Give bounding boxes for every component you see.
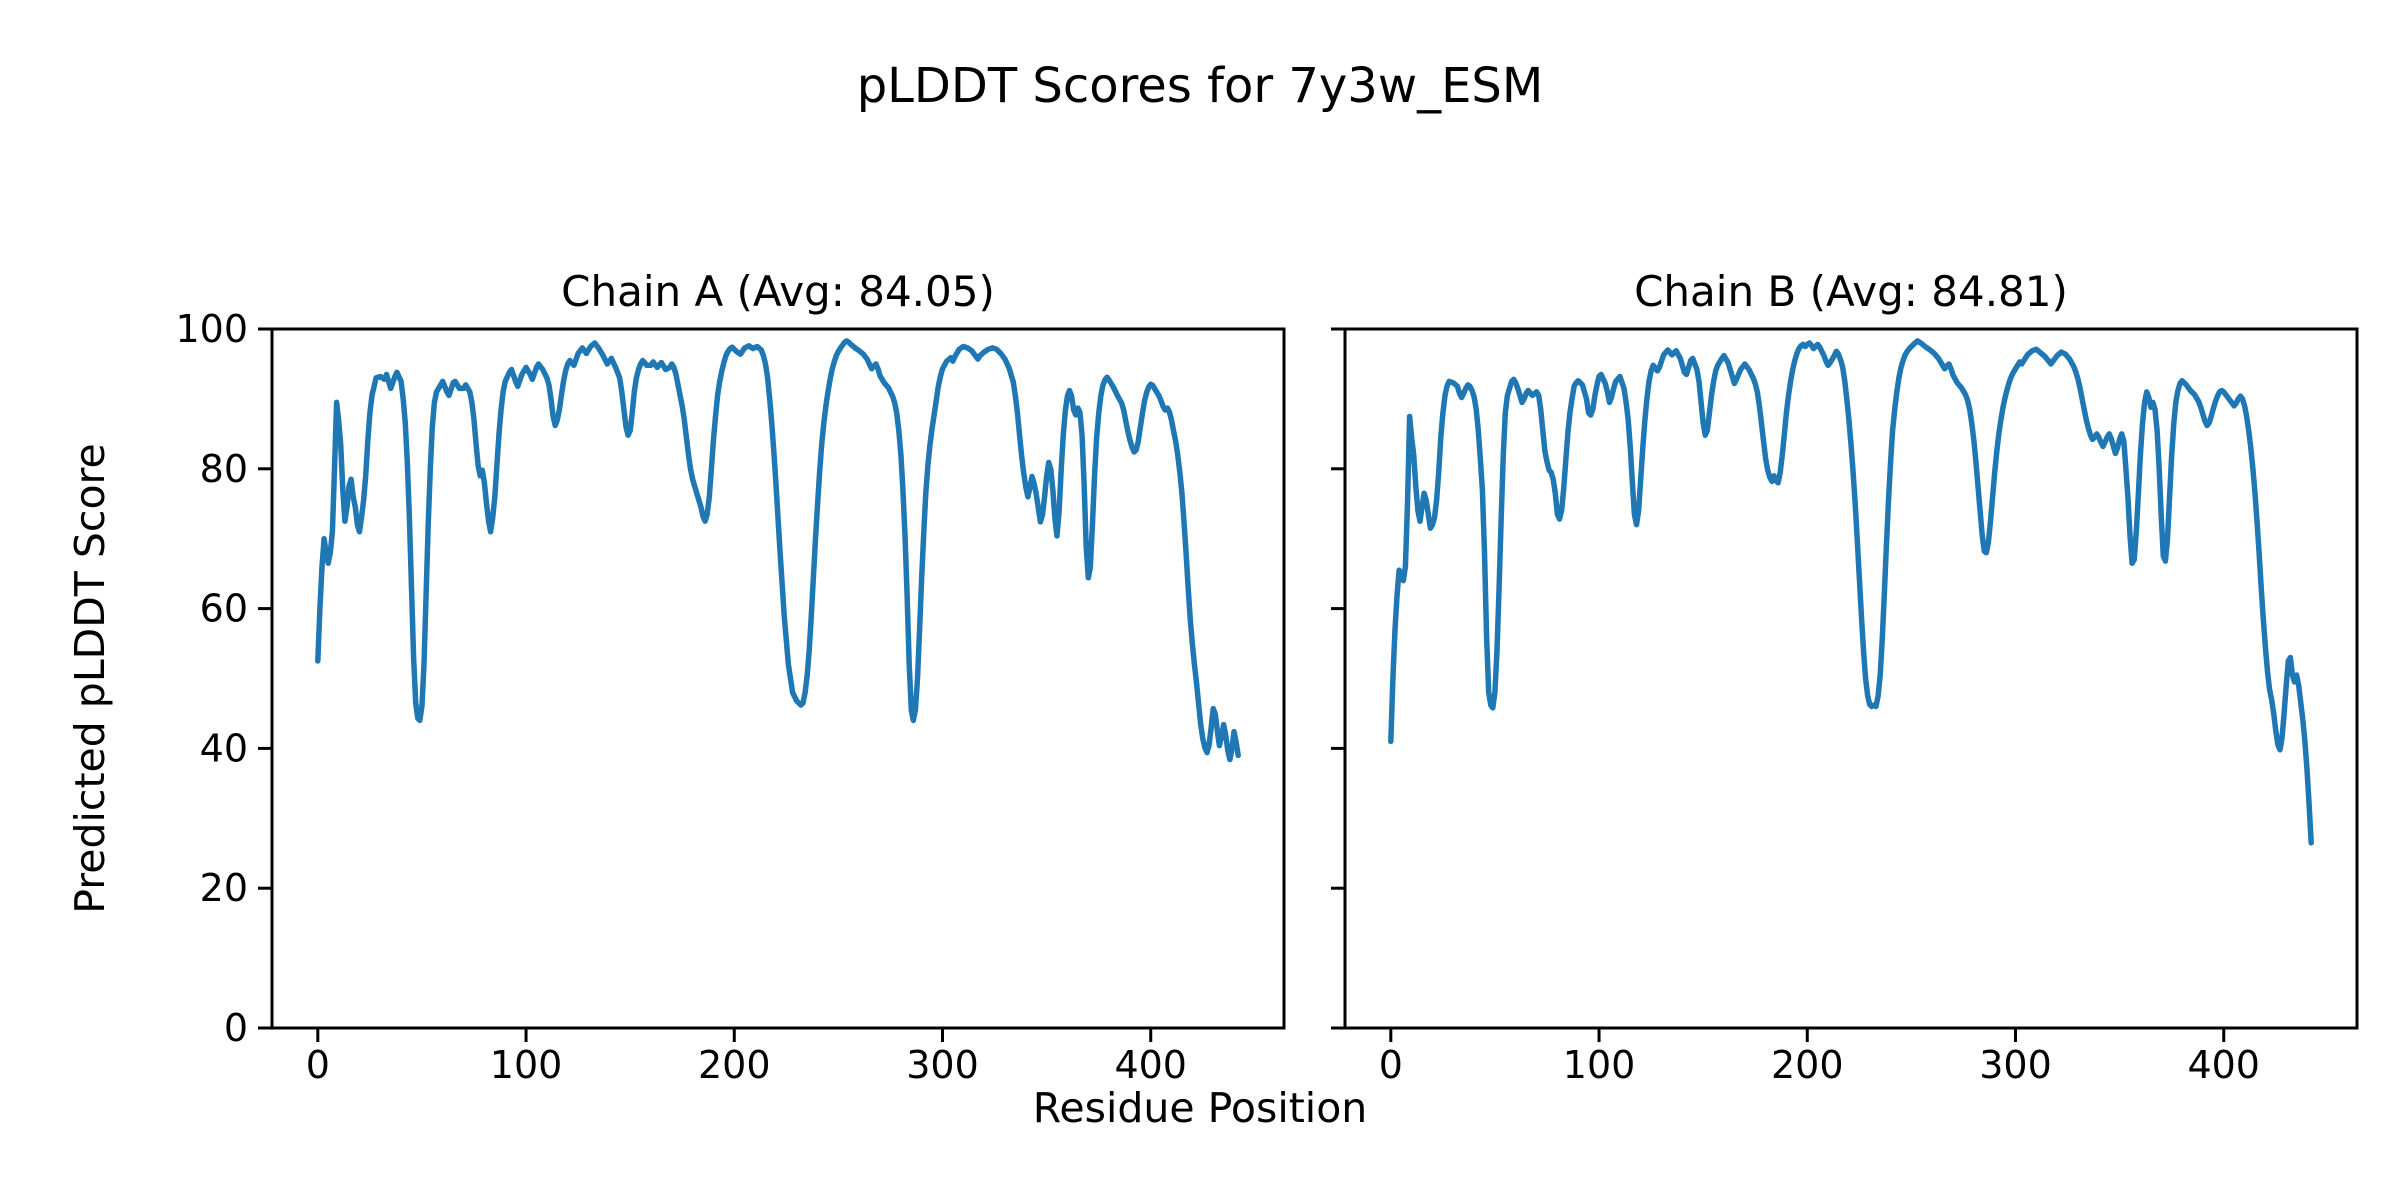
x-tick-label: 0 [1379, 1043, 1403, 1087]
plddt-line-chain-a [315, 338, 1241, 763]
y-tick-label: 0 [224, 1006, 248, 1050]
x-axis-label: Residue Position [1033, 1084, 1368, 1132]
x-tick-label: 400 [1114, 1043, 1187, 1087]
plddt-line-chain-b [1388, 338, 2314, 846]
x-tick-label: 100 [490, 1043, 563, 1087]
y-tick-label: 20 [200, 866, 248, 910]
axes-chain-b: 0 100 200 300 400 [1331, 327, 2359, 1087]
x-tick-label: 400 [2187, 1043, 2260, 1087]
subplot-title-chain-a: Chain A (Avg: 84.05) [561, 267, 995, 316]
x-tick-label: 0 [306, 1043, 330, 1087]
axes-chain-a: 0 100 200 300 400 0 20 40 60 80 100 [175, 307, 1286, 1087]
y-tick-label: 60 [200, 587, 248, 631]
x-tick-label: 200 [698, 1043, 771, 1087]
figure-title: pLDDT Scores for 7y3w_ESM [857, 58, 1544, 114]
y-tick-label: 40 [200, 726, 248, 770]
x-tick-label: 300 [906, 1043, 979, 1087]
subplot-title-chain-b: Chain B (Avg: 84.81) [1634, 267, 2068, 316]
y-tick-label: 100 [175, 307, 248, 351]
y-axis-label: Predicted pLDDT Score [66, 443, 114, 913]
axes-spines [270, 327, 1286, 1030]
x-tick-label: 100 [1563, 1043, 1636, 1087]
axes-spines [1343, 327, 2359, 1030]
y-tick-label: 80 [200, 447, 248, 491]
x-tick-label: 300 [1979, 1043, 2052, 1087]
x-tick-label: 200 [1771, 1043, 1844, 1087]
